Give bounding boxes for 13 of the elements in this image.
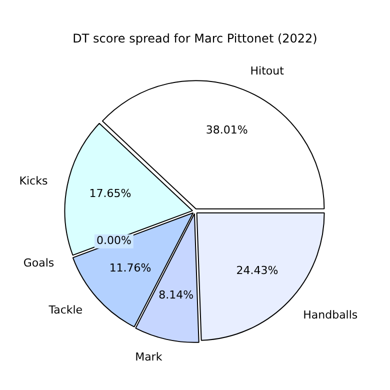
- data-label: 24.43%: [236, 264, 278, 278]
- data-label: 8.14%: [158, 288, 194, 302]
- slice-label: Mark: [135, 350, 163, 364]
- slice-label: Tackle: [48, 304, 83, 317]
- slice-label: Handballs: [303, 308, 358, 322]
- slice-label: Hitout: [250, 64, 285, 78]
- category-label: Goals: [23, 256, 54, 270]
- slice-label: Kicks: [19, 174, 48, 188]
- data-label: 17.65%: [89, 186, 132, 200]
- data-label: 38.01%: [206, 124, 248, 137]
- chart-title: DT score spread for Marc Pittonet (2022): [72, 31, 318, 46]
- text: 0.00%: [96, 234, 132, 248]
- data-label: 11.76%: [109, 261, 152, 274]
